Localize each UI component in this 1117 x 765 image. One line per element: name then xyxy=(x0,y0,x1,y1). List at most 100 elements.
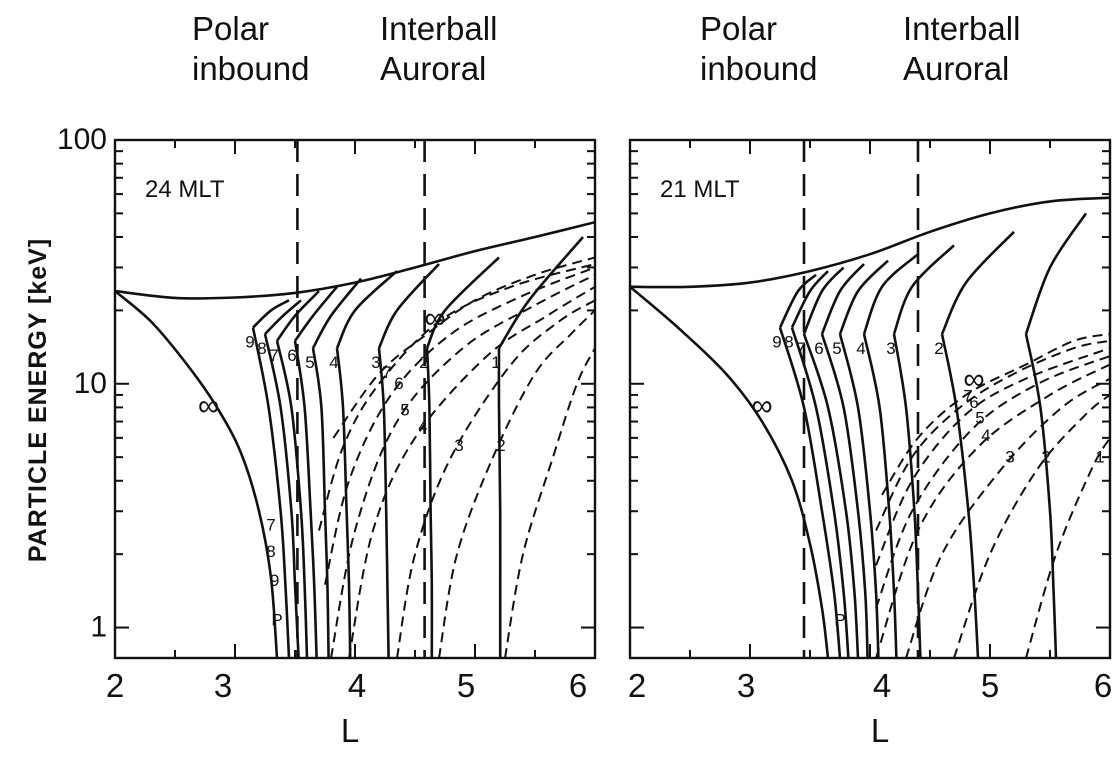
series-label: 8 xyxy=(784,333,793,352)
series-solid-4 xyxy=(275,290,320,342)
x-tick-label: 6 xyxy=(569,667,587,704)
series-dashed-26 xyxy=(438,309,595,658)
series-label: 6 xyxy=(394,374,403,393)
series-label: 9 xyxy=(772,333,781,352)
x-tick-label: 5 xyxy=(981,667,999,704)
series-solid-0 xyxy=(115,220,595,300)
series-solid-14 xyxy=(293,340,318,658)
series-dashed-22 xyxy=(324,266,595,585)
series-group xyxy=(115,220,595,658)
annotation: 8 xyxy=(266,542,275,561)
series-solid-3 xyxy=(790,270,829,329)
series-solid-11 xyxy=(778,327,842,658)
series-dashed-25 xyxy=(905,377,1110,658)
series-dashed-25 xyxy=(396,299,595,658)
series-label: 5 xyxy=(832,339,841,358)
marker-label-line1: Polar xyxy=(192,10,269,47)
series-label: 5 xyxy=(400,401,409,420)
series-solid-16 xyxy=(335,347,352,658)
series-solid-17 xyxy=(377,347,390,658)
series-label: 2 xyxy=(1041,447,1050,466)
series-dashed-23 xyxy=(330,273,595,658)
series-solid-7 xyxy=(335,270,398,349)
series-label: 3 xyxy=(454,436,463,455)
annotation: P xyxy=(834,610,845,629)
series-solid-11 xyxy=(251,327,291,658)
y-tick-label: 100 xyxy=(57,123,107,156)
marker-label-line1: Interball xyxy=(380,10,497,47)
annotation: ∞ xyxy=(751,389,772,422)
series-solid-1 xyxy=(630,285,830,658)
series-solid-9 xyxy=(940,230,1015,335)
marker-label-line2: inbound xyxy=(192,50,309,87)
series-label: 9 xyxy=(245,333,254,352)
annotation: ∞ xyxy=(198,389,219,422)
series-solid-5 xyxy=(820,263,865,335)
panel-label: 21 MLT xyxy=(660,176,740,203)
y-tick-label: 10 xyxy=(74,367,107,400)
series-solid-10 xyxy=(497,236,584,349)
series-label: ∞ xyxy=(424,302,445,335)
x-tick-label: 2 xyxy=(106,667,124,704)
series-label: 1 xyxy=(1095,447,1104,466)
series-label: 2 xyxy=(934,339,943,358)
series-label: 7 xyxy=(963,386,972,405)
series-solid-19 xyxy=(1024,333,1058,658)
series-label: 5 xyxy=(975,408,984,427)
series-dashed-21 xyxy=(875,339,1110,531)
x-axis-label: L xyxy=(871,712,889,749)
series-solid-2 xyxy=(252,299,290,329)
series-label: 6 xyxy=(287,346,296,365)
series-solid-9 xyxy=(425,256,500,349)
series-solid-17 xyxy=(892,333,922,658)
marker-label-line1: Interball xyxy=(903,10,1020,47)
series-solid-8 xyxy=(377,263,440,349)
x-tick-label: 3 xyxy=(214,667,232,704)
marker-label-line2: Auroral xyxy=(380,50,486,87)
series-solid-15 xyxy=(838,333,880,658)
panel-label: 24 MLT xyxy=(145,176,225,203)
series-label: 2 xyxy=(419,353,428,372)
series-solid-4 xyxy=(802,266,845,335)
series-solid-0 xyxy=(630,196,1110,289)
series-label: 3 xyxy=(886,339,895,358)
y-axis-label: PARTICLE ENERGY [keV] xyxy=(24,238,52,562)
series-solid-2 xyxy=(778,273,817,329)
series-solid-13 xyxy=(802,333,860,658)
series-solid-5 xyxy=(293,285,338,342)
x-axis-label: L xyxy=(341,712,359,749)
series-dashed-22 xyxy=(875,347,1110,566)
x-tick-label: 4 xyxy=(873,667,891,704)
series-label: 5 xyxy=(305,353,314,372)
series-label: 1 xyxy=(491,353,500,372)
series-label: 7 xyxy=(382,363,391,382)
x-tick-label: 2 xyxy=(628,667,646,704)
x-tick-label: 6 xyxy=(1094,667,1112,704)
series-label: 4 xyxy=(418,417,427,436)
series-solid-7 xyxy=(862,253,919,335)
series-label: 6 xyxy=(814,339,823,358)
series-solid-13 xyxy=(275,340,309,658)
series-label: 3 xyxy=(1005,447,1014,466)
series-solid-19 xyxy=(497,348,502,658)
series-group xyxy=(630,196,1110,658)
series-solid-10 xyxy=(1024,212,1088,335)
series-label: ∞ xyxy=(963,363,984,396)
marker-label-line2: inbound xyxy=(700,50,817,87)
series-dashed-27 xyxy=(504,347,595,658)
annotation: 9 xyxy=(270,571,279,590)
series-label: 4 xyxy=(981,426,990,445)
series-solid-1 xyxy=(115,290,279,658)
annotation: P xyxy=(271,610,282,629)
series-label: 2 xyxy=(496,436,505,455)
series-dashed-26 xyxy=(953,394,1110,658)
series-label: 6 xyxy=(969,393,978,412)
series-dashed-20 xyxy=(881,333,1110,496)
series-solid-6 xyxy=(311,277,363,349)
series-label: 4 xyxy=(329,353,338,372)
series-solid-3 xyxy=(264,299,302,335)
series-label: 7 xyxy=(269,346,278,365)
